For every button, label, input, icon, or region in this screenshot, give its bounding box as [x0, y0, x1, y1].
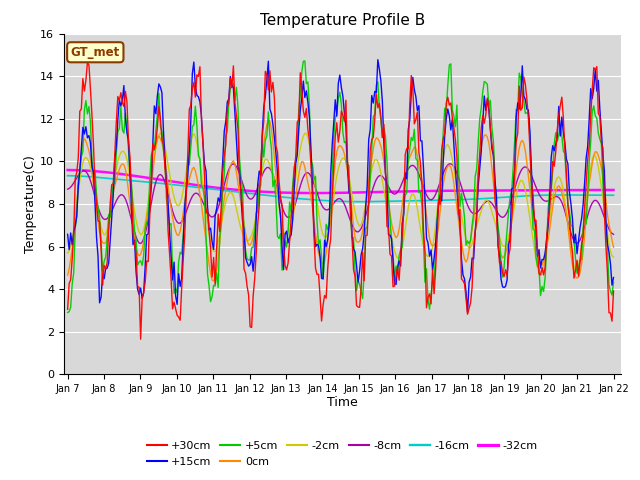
Legend: +30cm, +15cm, +5cm, 0cm, -2cm, -8cm, -16cm, -32cm: +30cm, +15cm, +5cm, 0cm, -2cm, -8cm, -16… — [142, 437, 543, 471]
X-axis label: Time: Time — [327, 396, 358, 408]
Text: GT_met: GT_met — [70, 46, 120, 59]
Title: Temperature Profile B: Temperature Profile B — [260, 13, 425, 28]
Y-axis label: Temperature(C): Temperature(C) — [24, 155, 37, 253]
